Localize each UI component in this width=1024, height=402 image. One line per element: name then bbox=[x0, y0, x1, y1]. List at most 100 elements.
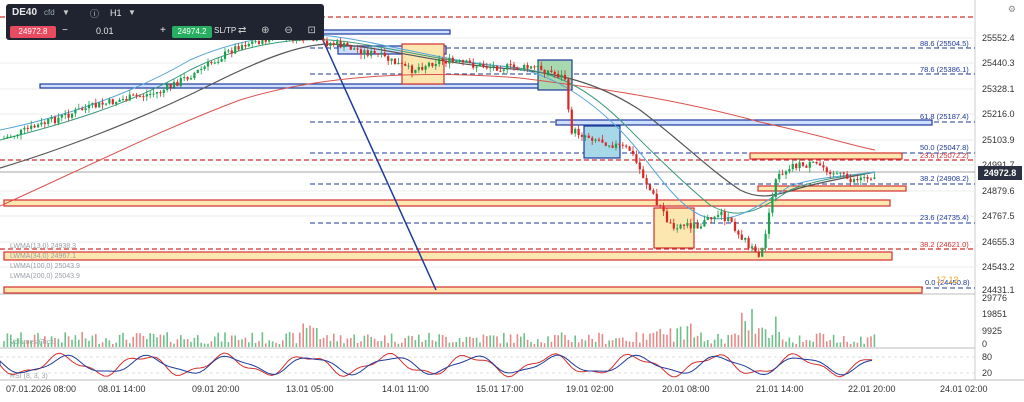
volume-bar bbox=[856, 342, 859, 347]
orange-zone-bottom[interactable] bbox=[3, 286, 923, 294]
volume-bar bbox=[839, 342, 842, 347]
candle-body bbox=[662, 205, 665, 212]
quantity-input[interactable]: 0.01 bbox=[96, 26, 114, 36]
volume-bar bbox=[564, 334, 566, 347]
zones[interactable] bbox=[3, 29, 933, 294]
volume-bar bbox=[662, 334, 665, 347]
volume-bar bbox=[656, 331, 658, 347]
candle-body bbox=[825, 167, 828, 173]
candle-body bbox=[757, 251, 760, 257]
volume-legend: Volumes (Tick) bbox=[10, 339, 56, 346]
blue-zone-top[interactable] bbox=[315, 29, 451, 35]
candle-body bbox=[750, 246, 754, 249]
volume-bar bbox=[288, 332, 291, 347]
timeframe-label[interactable]: H1 bbox=[110, 8, 122, 18]
volume-bar bbox=[666, 334, 668, 347]
quantity-decrease-button[interactable]: − bbox=[62, 25, 68, 36]
buy-button[interactable]: 24974.2 bbox=[172, 26, 212, 38]
candle-body bbox=[577, 128, 580, 136]
blue-zone-top2[interactable] bbox=[337, 45, 447, 55]
candle-body bbox=[747, 238, 750, 249]
volume-bar bbox=[703, 341, 706, 347]
volume-bar bbox=[71, 339, 73, 347]
volume-bar bbox=[207, 343, 209, 347]
chart-tools-icons[interactable]: ⇄ ⊕ ⊖ ⊡ bbox=[238, 25, 322, 36]
candle-body bbox=[53, 117, 57, 124]
candle-body bbox=[26, 127, 29, 129]
candle-body bbox=[730, 217, 733, 222]
volume-bar bbox=[802, 341, 804, 347]
toolbar-symbol-row: DE40 cfd ▼ ⓘ H1 ▼ bbox=[6, 4, 324, 22]
fib-label: 50.0 (25047.8) bbox=[920, 143, 969, 152]
info-icon[interactable]: ⓘ bbox=[90, 9, 100, 19]
trend-line[interactable] bbox=[311, 15, 437, 291]
candle-body bbox=[370, 50, 373, 56]
candle-body bbox=[805, 165, 808, 168]
candle-body bbox=[478, 63, 482, 67]
volume-bar bbox=[445, 336, 447, 347]
legend-entry: LWMA(13,0) 24938.3 bbox=[10, 243, 76, 250]
volume-bar bbox=[659, 328, 661, 347]
volume-bar bbox=[642, 333, 644, 347]
volume-bar bbox=[761, 327, 763, 347]
volume-bar bbox=[690, 323, 692, 347]
orange-zone-long-1[interactable] bbox=[3, 199, 891, 207]
volume-bar bbox=[193, 337, 196, 347]
candle-body bbox=[822, 165, 825, 168]
candle-body bbox=[754, 246, 757, 252]
volume-bar bbox=[176, 339, 179, 347]
sell-button[interactable]: 24972.8 bbox=[10, 26, 56, 38]
candle-body bbox=[563, 74, 567, 80]
settings-icon[interactable]: ⚙ bbox=[1007, 4, 1016, 14]
candle-body bbox=[128, 94, 131, 101]
blue-zone-left[interactable] bbox=[39, 83, 561, 89]
symbol-dropdown-icon[interactable]: ▼ bbox=[62, 8, 70, 17]
volume-bar bbox=[724, 343, 726, 347]
volume-bar bbox=[669, 328, 672, 347]
candle-body bbox=[356, 48, 359, 50]
orange-zone-long-2[interactable] bbox=[3, 251, 893, 261]
volume-bar bbox=[115, 342, 117, 347]
candle-body bbox=[815, 161, 818, 164]
timeframe-dropdown-icon[interactable]: ▼ bbox=[128, 8, 136, 17]
volume-bar bbox=[554, 334, 556, 347]
fib-label: 23.6 (25072.2) bbox=[920, 151, 969, 160]
volume-bar bbox=[734, 333, 736, 347]
volume-bar bbox=[632, 341, 634, 347]
blue-zone-mid[interactable] bbox=[555, 119, 933, 126]
candle-body bbox=[771, 197, 774, 213]
volume-bar bbox=[305, 328, 308, 347]
candle-body bbox=[652, 190, 655, 194]
volume-bar bbox=[322, 337, 325, 347]
candle-body bbox=[869, 178, 873, 180]
candle-body bbox=[84, 108, 87, 111]
candle-body bbox=[363, 50, 366, 55]
volume-bar bbox=[200, 342, 202, 347]
volume-bar bbox=[363, 335, 366, 347]
volume-bar bbox=[101, 342, 104, 347]
volume-bar bbox=[326, 335, 328, 347]
sltp-button[interactable]: SL/TP bbox=[214, 26, 237, 35]
candle-body bbox=[441, 59, 444, 61]
candle-body bbox=[740, 234, 743, 240]
volume-bar bbox=[16, 338, 19, 347]
time-tick: 21.01 14:00 bbox=[756, 384, 804, 394]
blue-box-2[interactable] bbox=[583, 125, 621, 159]
price-tick: 24431.1 bbox=[982, 285, 1015, 295]
volume-bar bbox=[506, 342, 508, 347]
orange-zone-right-top[interactable] bbox=[749, 152, 903, 160]
candle-body bbox=[506, 64, 509, 70]
quantity-increase-button[interactable]: + bbox=[160, 25, 166, 36]
orange-zone-right-mid[interactable] bbox=[757, 185, 907, 192]
volume-bar bbox=[805, 339, 808, 347]
volume-bar bbox=[203, 343, 206, 347]
symbol-label[interactable]: DE40 bbox=[12, 7, 38, 18]
candle-body bbox=[417, 67, 420, 70]
volume-bar bbox=[567, 339, 570, 347]
candle-body bbox=[764, 233, 767, 249]
volume-bar bbox=[622, 337, 624, 347]
volume-bar bbox=[873, 334, 876, 347]
candle-body bbox=[774, 179, 777, 198]
price-tick: 25440.3 bbox=[982, 58, 1015, 68]
